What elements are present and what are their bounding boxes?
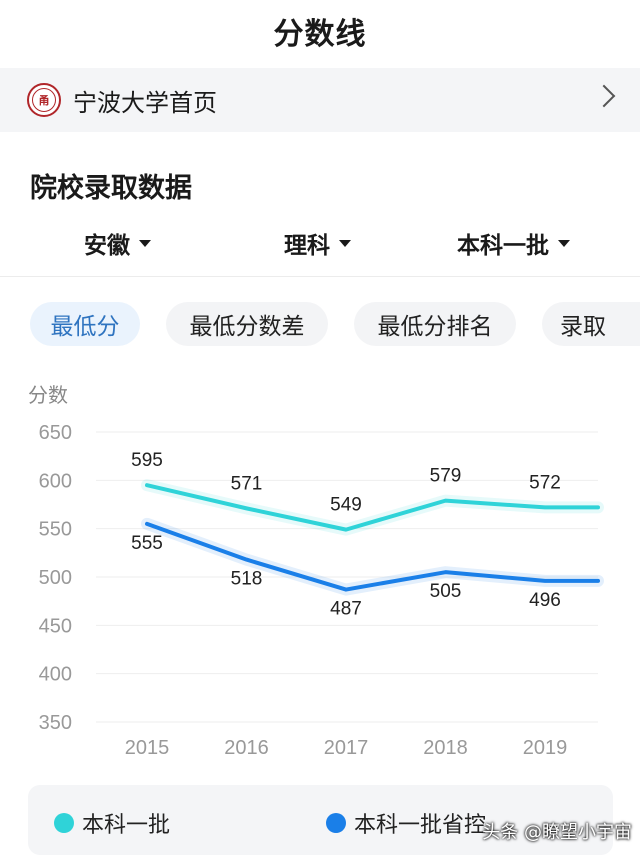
data-label: 487 xyxy=(330,599,362,620)
data-label: 595 xyxy=(131,450,163,471)
legend-label: 本科一批 xyxy=(82,813,171,838)
batch-filter[interactable]: 本科一批 xyxy=(457,224,570,262)
x-tick-label: 2017 xyxy=(324,737,369,759)
university-logo-mark: 甬 xyxy=(32,88,56,112)
legend-item-series2[interactable]: 本科一批省控 xyxy=(326,807,486,839)
subject-filter-label: 理科 xyxy=(284,233,330,259)
tab-admission[interactable]: 录取 xyxy=(542,302,640,346)
university-home-label: 宁波大学首页 xyxy=(73,88,217,117)
tab-min-score[interactable]: 最低分 xyxy=(30,302,140,346)
x-tick-label: 2015 xyxy=(125,737,170,759)
page-title: 分数线 xyxy=(273,17,367,52)
metric-tabs: 最低分 最低分数差 最低分排名 录取 xyxy=(0,302,640,346)
series-line xyxy=(145,521,600,592)
y-tick-label: 500 xyxy=(39,567,72,589)
watermark: 头条 @瞭望小宇宙 xyxy=(482,822,632,843)
tab-min-score-rank-label: 最低分排名 xyxy=(377,314,493,340)
tab-min-score-diff-label: 最低分数差 xyxy=(189,314,305,340)
score-line-chart: 分数 650 600 550 500 450 400 350 2015 2016 2017 2018 2… xyxy=(28,384,604,759)
tab-min-score-label: 最低分 xyxy=(50,314,120,340)
section-title: 院校录取数据 xyxy=(30,173,192,204)
legend-dot xyxy=(54,813,74,833)
university-logo: 甬 xyxy=(27,83,61,117)
data-label: 505 xyxy=(430,581,462,602)
x-tick-label: 2016 xyxy=(224,737,269,759)
chevron-right-icon xyxy=(592,84,616,108)
legend-label: 本科一批省控 xyxy=(354,813,487,838)
province-filter[interactable]: 安徽 xyxy=(84,224,151,262)
y-axis-label: 分数 xyxy=(28,384,68,407)
data-label: 572 xyxy=(529,472,561,493)
tab-admission-label: 录取 xyxy=(560,314,606,340)
y-tick-label: 650 xyxy=(39,422,72,444)
y-tick-label: 550 xyxy=(39,519,72,541)
data-label: 579 xyxy=(430,466,462,487)
y-tick-label: 400 xyxy=(39,664,72,686)
page-header: 分数线 xyxy=(0,0,640,62)
y-tick-label: 450 xyxy=(39,615,72,637)
data-label: 571 xyxy=(231,473,263,494)
y-tick-label: 350 xyxy=(39,712,72,734)
y-tick-label: 600 xyxy=(39,470,72,492)
batch-filter-label: 本科一批 xyxy=(457,233,549,259)
university-home-link[interactable]: 甬 宁波大学首页 xyxy=(0,68,640,132)
x-tick-label: 2018 xyxy=(423,737,468,759)
legend-dot xyxy=(326,813,346,833)
province-filter-label: 安徽 xyxy=(84,233,130,259)
data-label: 549 xyxy=(330,495,362,516)
chart-legend: 本科一批 本科一批省控 xyxy=(28,785,613,855)
data-label: 555 xyxy=(131,533,163,554)
caret-down-icon xyxy=(139,239,151,247)
divider xyxy=(0,276,640,277)
tab-min-score-diff[interactable]: 最低分数差 xyxy=(166,302,328,346)
data-label: 496 xyxy=(529,590,561,611)
x-tick-label: 2019 xyxy=(523,737,568,759)
legend-item-series1[interactable]: 本科一批 xyxy=(54,807,170,839)
tab-min-score-rank[interactable]: 最低分排名 xyxy=(354,302,516,346)
data-label: 518 xyxy=(231,569,263,590)
caret-down-icon xyxy=(558,239,570,247)
subject-filter[interactable]: 理科 xyxy=(284,224,351,262)
series-line xyxy=(145,483,600,532)
filter-bar: 安徽 理科 本科一批 xyxy=(0,224,640,264)
caret-down-icon xyxy=(339,239,351,247)
